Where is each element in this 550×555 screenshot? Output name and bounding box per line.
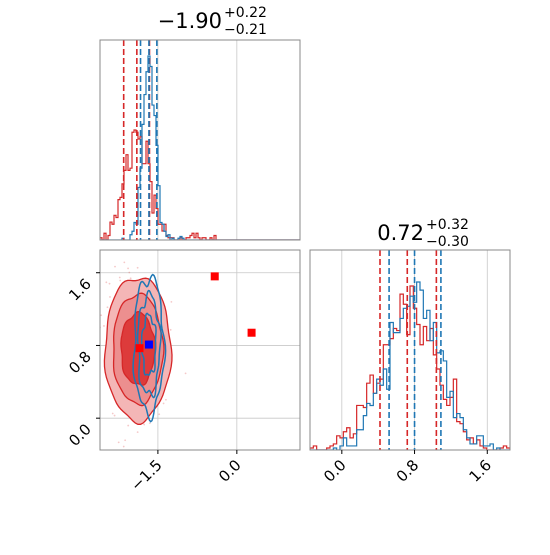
scatter-point <box>143 423 146 426</box>
scatter-point <box>184 372 187 375</box>
histogram-red-param2 <box>310 285 510 450</box>
marker-blue <box>144 340 153 349</box>
scatter-point <box>129 277 132 280</box>
title-plus-error: +0.22 <box>224 5 267 21</box>
y-tick-label-param2: 0.0 <box>65 420 95 450</box>
scatter-point <box>111 412 114 415</box>
scatter-point <box>105 281 108 284</box>
x-tick-label-param2: 1.6 <box>466 456 496 486</box>
scatter-point <box>123 261 126 264</box>
x-tick-label-param1: 0.0 <box>215 456 245 486</box>
title-minus-error: −0.21 <box>224 22 267 38</box>
panel-frame <box>99 249 301 451</box>
panel-frame <box>99 39 301 241</box>
histogram-blue-param2 <box>310 281 510 450</box>
marker-red <box>135 344 144 353</box>
x-tick-label-param1: −1.5 <box>127 456 165 494</box>
histogram-red-param1 <box>100 129 300 240</box>
scatter-point <box>136 431 139 434</box>
scatter-point <box>165 398 167 401</box>
scatter-point <box>106 306 109 309</box>
panel-frame <box>309 249 511 451</box>
scatter-point <box>109 296 111 298</box>
x-tick-label-param2: 0.0 <box>320 456 350 486</box>
scatter-point <box>127 424 130 427</box>
title-minus-error: −0.30 <box>426 234 469 250</box>
scatter-point <box>158 413 161 416</box>
y-tick-label-param2: 1.6 <box>65 275 95 305</box>
contour-blue-outer <box>132 273 167 423</box>
scatter-point <box>86 414 88 416</box>
scatter-point <box>162 402 165 405</box>
title-param1: −1.90 +0.22−0.21 <box>158 5 267 38</box>
scatter-point <box>136 266 139 269</box>
scatter-point <box>114 265 116 268</box>
scatter-point <box>108 282 111 285</box>
scatter-point <box>113 414 116 417</box>
scatter-point <box>122 445 125 448</box>
scatter-point <box>117 441 120 444</box>
x-tick-label-param2: 0.8 <box>393 456 423 486</box>
title-plus-error: +0.32 <box>426 217 469 233</box>
scatter-point <box>119 279 122 282</box>
marker-red <box>210 272 219 281</box>
marker-red <box>247 328 256 337</box>
title-param2: 0.72 +0.32−0.30 <box>377 217 469 250</box>
scatter-point <box>170 300 173 303</box>
scatter-point <box>127 267 129 270</box>
scatter-point <box>128 271 131 274</box>
histogram-blue-param1 <box>100 55 300 240</box>
title-value: 0.72 <box>377 221 424 245</box>
scatter-point <box>148 422 151 425</box>
y-tick-label-param2: 0.8 <box>65 348 95 378</box>
title-value: −1.90 <box>158 9 222 33</box>
scatter-point <box>103 325 105 327</box>
scatter-point <box>118 276 121 279</box>
scatter-point <box>169 328 172 331</box>
scatter-point <box>100 314 103 317</box>
scatter-point <box>124 439 127 442</box>
